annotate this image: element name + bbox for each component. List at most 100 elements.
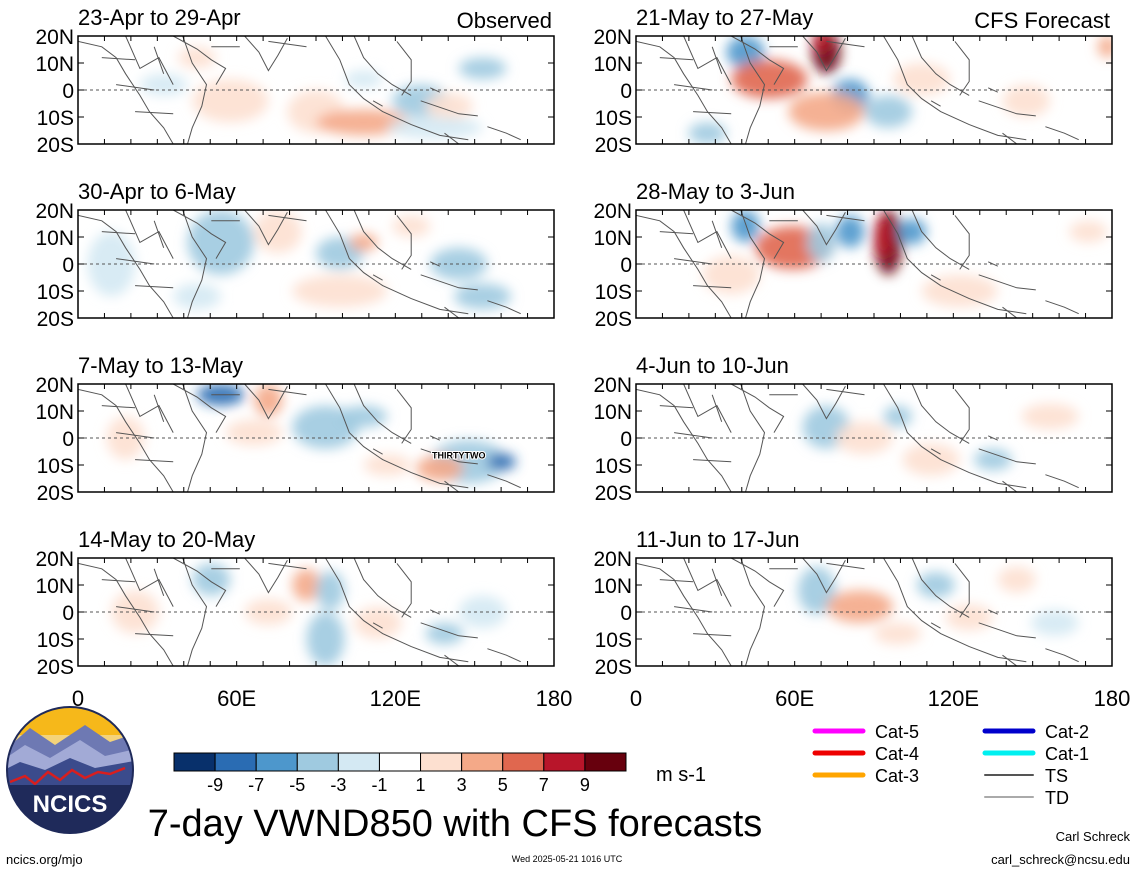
panel-date-range: 21-May to 27-May [636,5,813,30]
lat-tick-label: 10N [593,227,632,250]
map-panel: 20N 10N 0 10S 20S 14-May to 20-May [35,527,555,679]
lat-tick-label: 10N [35,401,74,424]
colorbar-units: m s-1 [656,764,706,786]
lat-tick-label: 0 [62,602,74,625]
colorbar-swatch [296,752,339,772]
colorbar-tick-label: -7 [248,775,264,795]
lat-tick-label: 10S [37,455,74,478]
colorbar-swatch [420,752,463,772]
colorbar-tick-label: -5 [289,775,305,795]
lon-tick-label: 180 [536,686,573,711]
panel-date-range: 28-May to 3-Jun [636,179,795,204]
lat-tick-label: 10N [35,53,74,76]
map-panel: 20N 10N 0 10S 20S 7-May to 13-May THIRTYTWO [35,353,555,505]
lat-tick-label: 20S [595,134,632,157]
lat-tick-label: 10S [595,107,632,130]
lat-tick-label: 20N [35,374,74,397]
colorbar-swatch [584,752,627,772]
panel-date-range: 23-Apr to 29-Apr [78,5,241,30]
lat-tick-label: 10N [593,575,632,598]
lat-tick-label: 10N [35,575,74,598]
lon-tick-label: 180 [1094,686,1131,711]
legend-label: TD [1045,788,1069,808]
colorbar-tick-label: 7 [539,775,549,795]
storm-label: THIRTYTWO [432,451,486,461]
legend-label: Cat-1 [1045,744,1089,764]
colorbar-tick-label: -1 [371,775,387,795]
lat-tick-label: 20N [35,200,74,223]
map-panel: 20N 10N 0 10S 20S 11-Jun to 17-Jun [593,527,1113,679]
logo-text: NCICS [33,791,108,818]
colorbar-swatch [173,752,216,772]
legend-label: Cat-2 [1045,722,1089,742]
map-panel: 20N 10N 0 10S 20S 4-Jun to 10-Jun [593,353,1113,505]
footer-email: carl_schreck@ncsu.edu [991,852,1130,867]
panel-date-range: 11-Jun to 17-Jun [636,527,799,552]
lat-tick-label: 0 [620,254,632,277]
lat-tick-label: 20S [37,134,74,157]
lat-tick-label: 20S [37,656,74,679]
lat-tick-label: 20S [37,482,74,505]
legend-label: TS [1045,766,1068,786]
lat-tick-label: 20S [37,308,74,331]
lat-tick-label: 0 [62,428,74,451]
legend-label: Cat-4 [875,744,919,764]
lat-tick-label: 20N [593,374,632,397]
map-panel: 20N 10N 0 10S 20S 28-May to 3-Jun [593,179,1113,331]
colorbar-swatch [543,752,586,772]
lon-tick-label: 0 [630,686,642,711]
colorbar-tick-label: -3 [330,775,346,795]
lat-tick-label: 0 [620,602,632,625]
panel-date-range: 7-May to 13-May [78,353,243,378]
panel-date-range: 30-Apr to 6-May [78,179,236,204]
lat-tick-label: 20N [35,548,74,571]
lat-tick-label: 20N [593,200,632,223]
lon-tick-label: 120E [370,686,421,711]
lat-tick-label: 10N [593,401,632,424]
lat-tick-label: 20N [35,26,74,49]
footer-timestamp: Wed 2025-05-21 1016 UTC [512,854,623,864]
colorbar: -9 -7 -5 -3 -1 1 3 5 7 9 [173,752,627,795]
lon-tick-label: 60E [217,686,256,711]
lat-tick-label: 10S [595,281,632,304]
colorbar-tick-label: 1 [416,775,426,795]
lat-tick-label: 10S [595,455,632,478]
colorbar-swatch [378,752,422,772]
lat-tick-label: 10S [595,629,632,652]
lat-tick-label: 10S [37,107,74,130]
legend-label: Cat-3 [875,766,919,786]
panel-date-range: 4-Jun to 10-Jun [636,353,789,378]
map-panel: 20N 10N 0 10S 20S 21-May to 27-May CFS Forecas… [593,5,1113,157]
lat-tick-label: 0 [62,254,74,277]
colorbar-tick-label: 3 [457,775,467,795]
lat-tick-label: 0 [620,80,632,103]
lat-tick-label: 0 [62,80,74,103]
lat-tick-label: 20S [595,656,632,679]
panel-type-label: Observed [457,8,552,33]
footer-url: ncics.org/mjo [6,852,83,867]
colorbar-swatch [337,752,380,772]
lat-tick-label: 20N [593,548,632,571]
main-title: 7-day VWND850 with CFS forecasts [148,803,763,845]
lat-tick-label: 20S [595,308,632,331]
ncics-logo: NCICS [6,706,134,834]
lat-tick-label: 10S [37,281,74,304]
colorbar-tick-label: -9 [207,775,223,795]
lat-tick-label: 20N [593,26,632,49]
map-panel: 20N 10N 0 10S 20S 23-Apr to 29-Apr Observed [35,5,555,157]
lon-tick-label: 0 [72,686,84,711]
colorbar-swatch [502,752,545,772]
lat-tick-label: 10N [35,227,74,250]
lat-tick-label: 0 [620,428,632,451]
panel-type-label: CFS Forecast [974,8,1110,33]
lon-tick-label: 60E [775,686,814,711]
lat-tick-label: 10S [37,629,74,652]
colorbar-tick-label: 5 [498,775,508,795]
lat-tick-label: 10N [593,53,632,76]
footer-author: Carl Schreck [1056,829,1131,844]
lon-tick-label: 120E [928,686,979,711]
colorbar-tick-label: 9 [580,775,590,795]
colorbar-swatch [461,752,504,772]
